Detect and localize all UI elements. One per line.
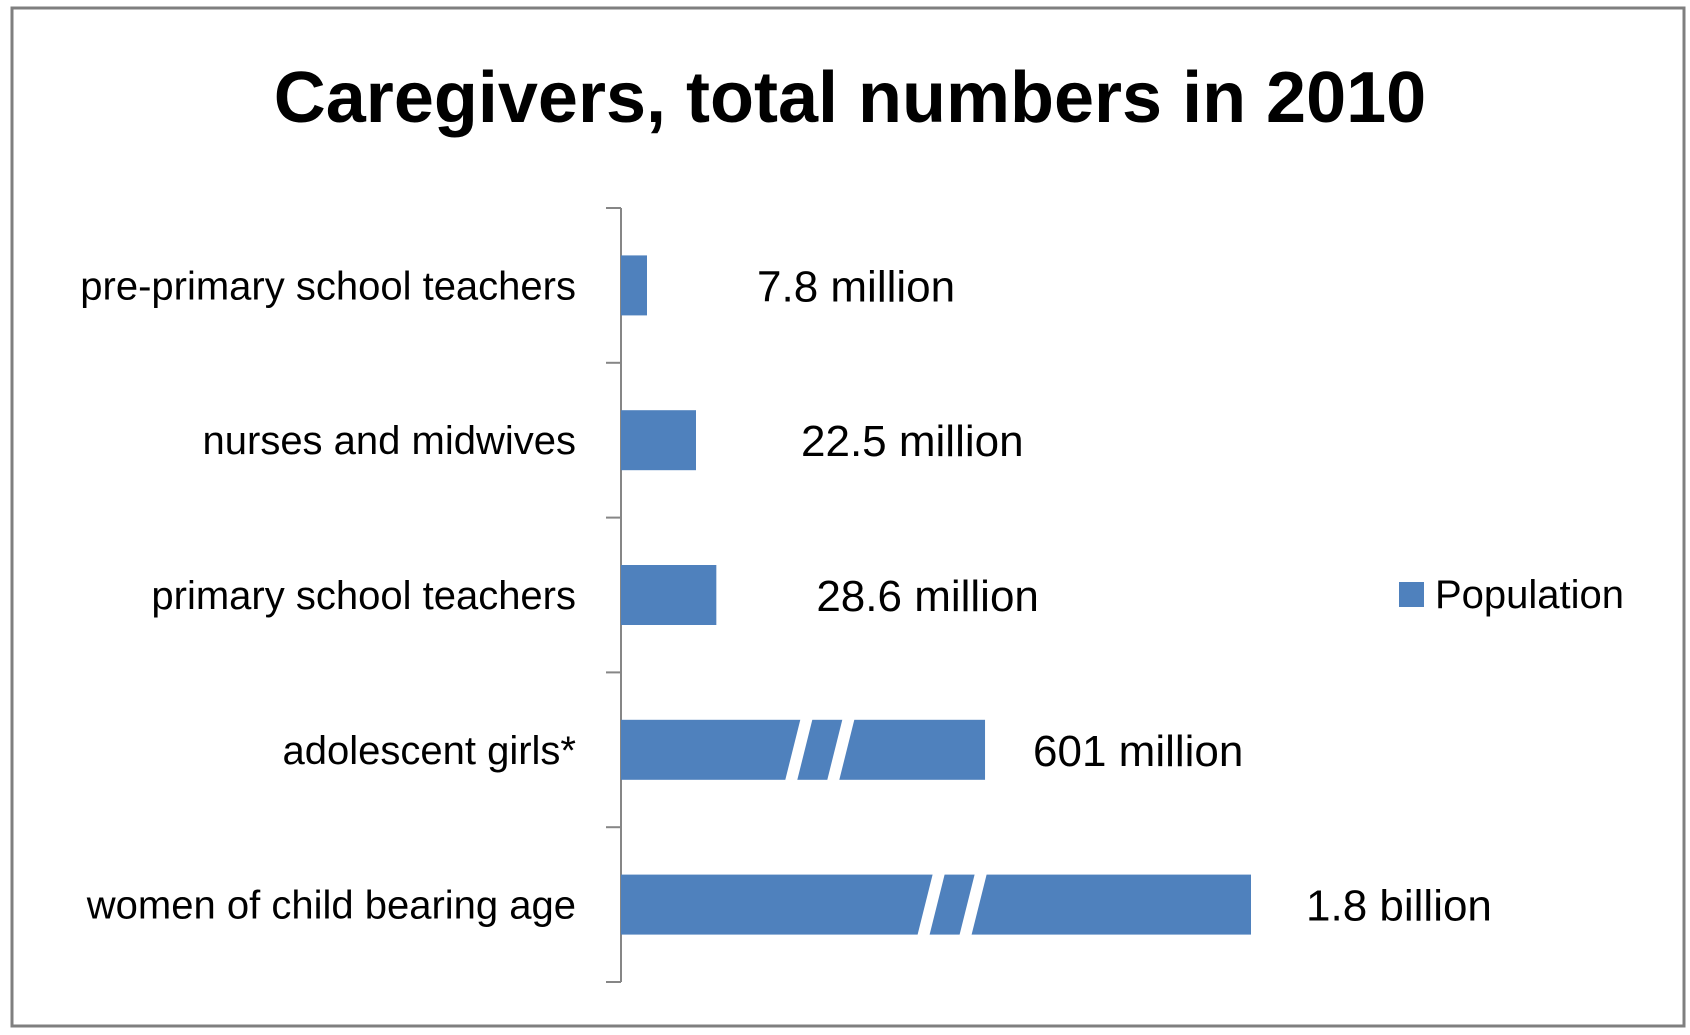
legend-label: Population (1435, 573, 1624, 617)
category-label: adolescent girls* (283, 729, 577, 773)
bar (621, 410, 696, 471)
bar (621, 255, 647, 316)
category-label: women of child bearing age (86, 884, 576, 928)
axis-break-slash (959, 872, 988, 937)
category-label: primary school teachers (151, 574, 576, 618)
data-label: 22.5 million (801, 417, 1024, 466)
data-label: 1.8 billion (1306, 882, 1492, 931)
axis-break-mark (784, 717, 855, 782)
legend-swatch (1399, 582, 1424, 607)
data-label: 28.6 million (816, 572, 1039, 621)
legend: Population (1399, 573, 1624, 617)
data-labels: 7.8 million 22.5 million 28.6 million 601 m… (757, 262, 1492, 930)
bars (621, 255, 1251, 937)
axis-break-slash (826, 717, 855, 782)
data-label: 601 million (1033, 727, 1243, 776)
axis-break-slash (784, 717, 813, 782)
axis-break-slash (917, 872, 946, 937)
bar (621, 565, 717, 625)
axis-break-mark (917, 872, 988, 937)
category-labels: pre-primary school teachers nurses and mi… (80, 264, 576, 927)
category-label: pre-primary school teachers (80, 264, 576, 308)
chart-title: Caregivers, total numbers in 2010 (274, 58, 1426, 138)
category-label: nurses and midwives (203, 419, 577, 463)
data-label: 7.8 million (757, 262, 955, 311)
chart-border (10, 6, 1686, 1028)
